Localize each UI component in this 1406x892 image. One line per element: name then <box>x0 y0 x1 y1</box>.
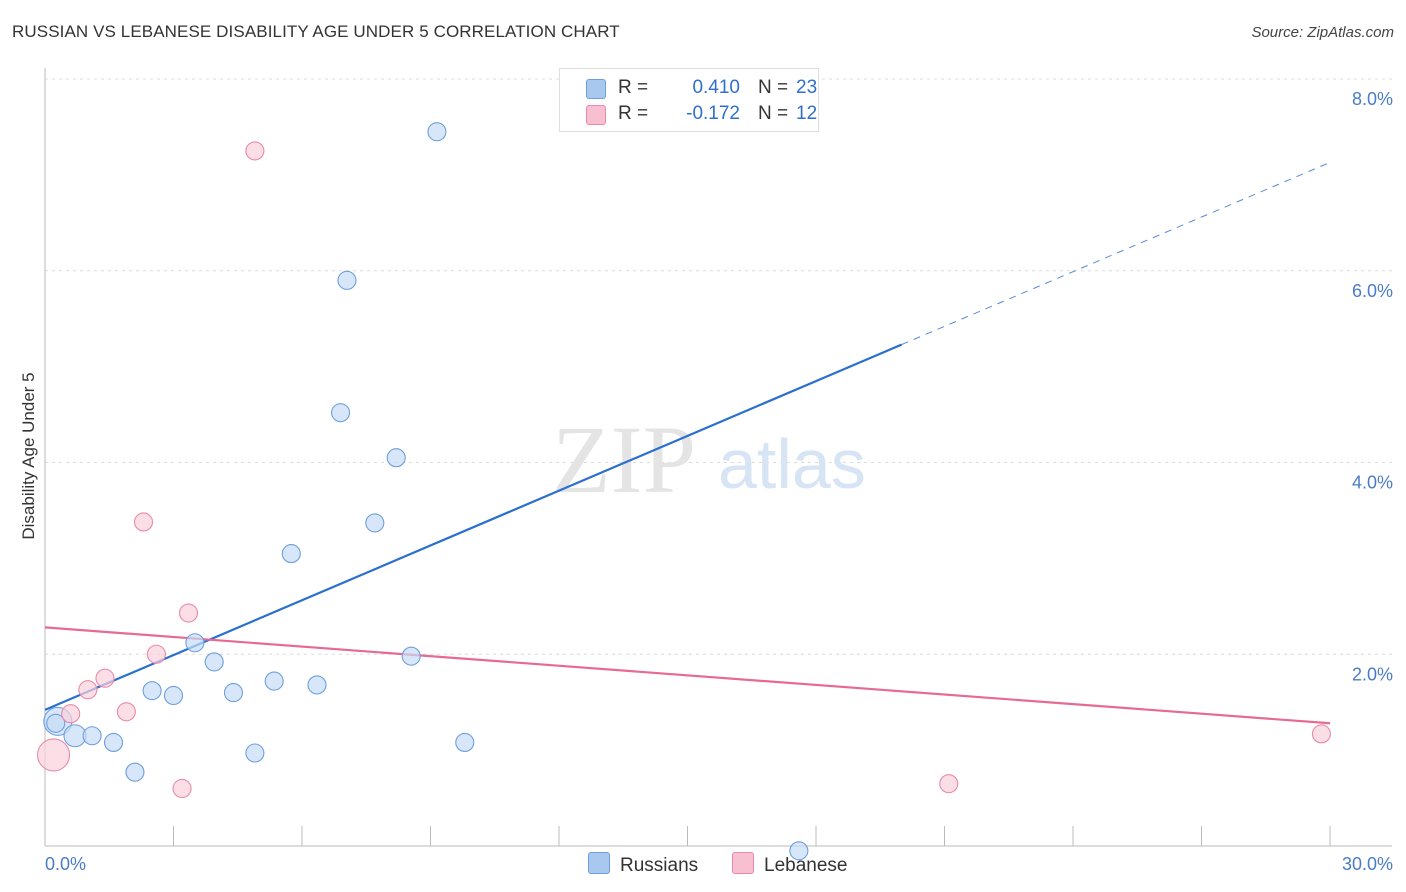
russians-point <box>185 633 205 653</box>
y-tick-label: 4.0% <box>1352 473 1393 493</box>
legend-n-value: 23 <box>796 77 818 98</box>
source-label: Source: ZipAtlas.com <box>1251 24 1394 41</box>
russians-point <box>307 675 327 695</box>
legend-swatch-russians <box>586 79 606 99</box>
lebanese-point <box>245 141 265 161</box>
russians-point <box>789 841 809 861</box>
y-tick-label: 6.0% <box>1352 281 1393 301</box>
lebanese-point <box>172 778 192 799</box>
legend-n-value: 12 <box>796 103 818 124</box>
watermark-atlas: atlas <box>718 425 866 503</box>
russians-point <box>103 732 124 753</box>
y-axis-label: Disability Age Under 5 <box>19 372 38 539</box>
legend-r-value: 0.410 <box>692 77 740 98</box>
russians-point <box>330 403 351 423</box>
trend-extension-russians <box>901 161 1331 346</box>
russians-label: Russians <box>620 855 699 876</box>
y-tick-label: 8.0% <box>1352 89 1393 109</box>
legend-swatch-lebanese <box>586 105 606 125</box>
legend-r-label: R = <box>618 77 649 98</box>
axes <box>44 68 1392 847</box>
lebanese-label: Lebanese <box>764 855 848 876</box>
lebanese-point <box>37 738 71 772</box>
russians-point <box>427 122 447 142</box>
russians-point <box>337 270 357 290</box>
russians-point <box>281 544 301 564</box>
russians-point <box>82 726 102 746</box>
lebanese-swatch <box>732 852 754 874</box>
russians-point <box>365 513 385 533</box>
y-tick-label: 2.0% <box>1352 664 1393 684</box>
trend-line-russians <box>44 343 903 711</box>
russians-point <box>455 732 475 753</box>
lebanese-point <box>116 702 136 722</box>
bottom-legend-russians: Russians <box>588 852 698 877</box>
russians-point <box>204 652 224 672</box>
lebanese-point <box>178 603 199 623</box>
russians-point <box>46 713 66 733</box>
correlation-legend: R = 0.410 N = 23 R = -0.172 N = 12 <box>559 68 819 132</box>
lebanese-point <box>61 704 81 724</box>
x-tick-label: 30.0% <box>1342 854 1393 874</box>
legend-r-value: -0.172 <box>686 103 740 124</box>
russians-point <box>386 448 406 468</box>
russians-point <box>163 685 184 706</box>
legend-n-label: N = <box>758 77 789 98</box>
x-tick-label: 0.0% <box>45 854 86 874</box>
russians-point <box>125 762 145 782</box>
lebanese-point <box>146 644 166 664</box>
russians-point <box>401 646 421 666</box>
lebanese-point <box>939 774 959 794</box>
lebanese-point <box>95 668 115 688</box>
bottom-legend-lebanese: Lebanese <box>732 852 847 877</box>
russians-point <box>223 683 244 703</box>
russians-point <box>142 681 162 701</box>
legend-r-label: R = <box>618 103 649 124</box>
lebanese-point <box>1311 724 1331 744</box>
chart-title: RUSSIAN VS LEBANESE DISABILITY AGE UNDER… <box>12 22 620 41</box>
tick-labels: 2.0% 4.0% 6.0% 8.0% 0.0% 30.0% <box>45 89 1393 874</box>
lebanese-point <box>78 680 98 700</box>
russians-point <box>264 671 284 691</box>
russians-point <box>245 743 265 763</box>
data-points <box>37 122 1331 861</box>
watermark: ZIP atlas <box>552 406 866 513</box>
watermark-zip: ZIP <box>552 406 696 513</box>
legend-n-label: N = <box>758 103 789 124</box>
russians-swatch <box>588 852 610 874</box>
lebanese-point <box>133 512 154 532</box>
grid-lines <box>45 78 1392 655</box>
trend-line-lebanese <box>44 626 1331 725</box>
